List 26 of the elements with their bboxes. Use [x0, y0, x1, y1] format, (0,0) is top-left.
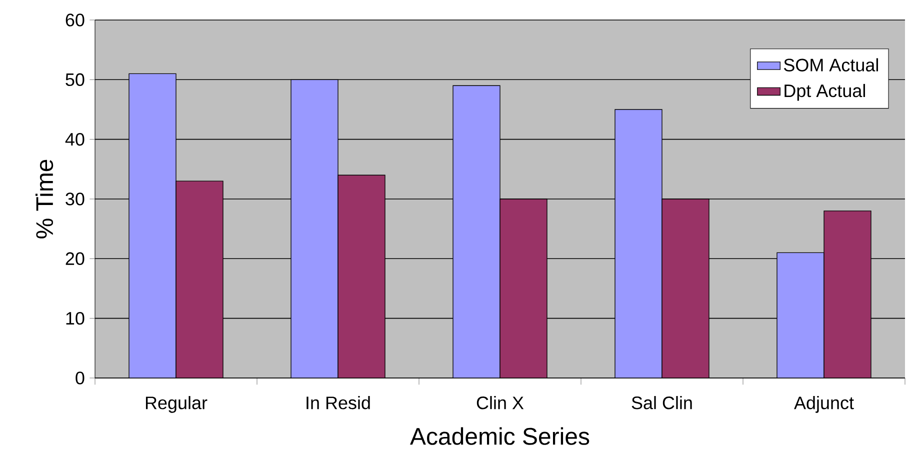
y-tick-label: 30 [66, 192, 84, 206]
x-axis-title: Academic Series [410, 427, 590, 445]
x-tick-label: In Resid [306, 396, 370, 410]
bar [614, 109, 662, 378]
y-tick-label: 60 [66, 14, 84, 26]
legend-label: SOM Actual [784, 58, 878, 72]
x-tick-label: Adjunct [794, 396, 854, 413]
bar [128, 73, 176, 378]
bar [824, 210, 872, 378]
bar [290, 79, 338, 378]
bar [662, 198, 710, 378]
y-axis-title: % Time [35, 160, 54, 238]
bar [500, 198, 548, 378]
x-tick-label: Regular [146, 396, 208, 413]
bar [338, 174, 386, 378]
y-tick-label: 40 [65, 132, 84, 146]
y-tick-label: 10 [66, 312, 84, 325]
y-tick-label: 0 [76, 372, 84, 384]
x-tick-label: Sal Clin [632, 396, 692, 410]
y-tick-label: 50 [66, 73, 84, 86]
legend-label: Dpt Actual [784, 84, 865, 101]
bar [176, 180, 224, 378]
bar [452, 85, 500, 378]
y-tick-label: 20 [66, 252, 84, 266]
x-tick-label: Clin X [476, 396, 524, 410]
bar [776, 252, 824, 378]
